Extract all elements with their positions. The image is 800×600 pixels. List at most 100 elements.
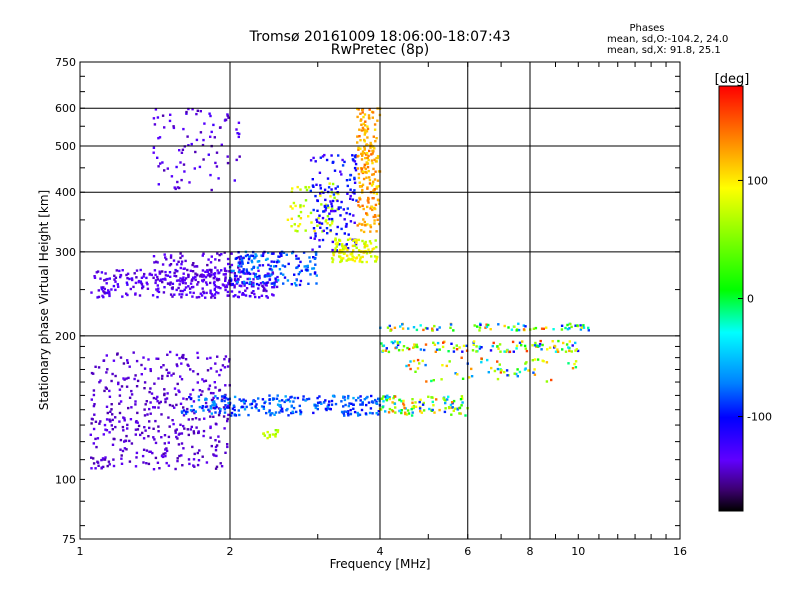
data-point	[421, 403, 425, 406]
data-point	[153, 269, 157, 272]
data-point	[520, 344, 523, 347]
data-point	[240, 399, 243, 403]
data-point	[569, 322, 572, 326]
data-point	[464, 414, 467, 417]
data-point	[164, 278, 167, 281]
data-point	[193, 167, 196, 170]
data-point	[191, 108, 194, 111]
data-point	[212, 415, 215, 418]
data-point	[540, 327, 544, 330]
data-point	[372, 167, 375, 171]
data-point	[337, 207, 340, 211]
data-point	[245, 268, 248, 271]
data-point	[338, 255, 341, 258]
data-point	[183, 427, 186, 430]
data-point	[496, 367, 500, 371]
data-point	[178, 390, 181, 394]
data-point	[235, 282, 239, 285]
data-point	[173, 293, 176, 296]
data-point	[532, 371, 535, 374]
data-point	[336, 241, 339, 244]
data-point	[346, 207, 349, 210]
data-point	[358, 413, 362, 416]
data-point	[216, 397, 219, 400]
data-point	[512, 350, 515, 353]
data-point	[253, 275, 257, 278]
data-point	[269, 264, 272, 268]
data-point	[115, 269, 118, 272]
data-point	[503, 350, 506, 353]
data-point	[405, 364, 408, 368]
data-point	[273, 283, 276, 287]
data-point	[243, 402, 246, 405]
data-point	[155, 260, 158, 263]
data-point	[214, 395, 217, 398]
data-point	[341, 164, 345, 167]
data-point	[441, 345, 445, 349]
data-point	[199, 131, 203, 134]
data-point	[204, 270, 207, 273]
data-point	[570, 325, 573, 329]
data-point	[221, 283, 225, 286]
data-point	[269, 414, 272, 417]
data-point	[365, 260, 368, 264]
data-point	[216, 269, 219, 272]
data-point	[197, 395, 201, 398]
data-point	[182, 424, 185, 428]
data-point	[250, 259, 253, 262]
data-point	[208, 384, 212, 387]
data-point	[341, 158, 344, 162]
data-point	[174, 429, 177, 432]
data-point	[373, 222, 376, 225]
data-point	[94, 420, 98, 423]
data-point	[518, 370, 522, 374]
data-point	[244, 289, 247, 292]
data-point	[356, 141, 359, 144]
data-point	[433, 324, 436, 328]
data-point	[456, 407, 459, 410]
data-point	[299, 204, 302, 207]
data-point	[219, 462, 222, 465]
data-point	[175, 428, 178, 431]
data-point	[388, 407, 392, 411]
data-point	[370, 153, 373, 156]
data-point	[228, 279, 231, 282]
data-point	[268, 410, 271, 414]
data-point	[120, 454, 123, 457]
data-point	[489, 328, 492, 331]
data-point	[542, 327, 545, 330]
data-point	[362, 207, 365, 211]
data-point	[168, 403, 172, 407]
data-point	[198, 449, 201, 452]
data-point	[347, 404, 350, 408]
data-point	[382, 395, 385, 398]
data-point	[140, 276, 144, 279]
data-point	[108, 463, 111, 466]
data-point	[307, 282, 310, 285]
data-point	[162, 291, 166, 294]
data-point	[360, 129, 364, 132]
data-point	[352, 396, 355, 400]
data-point	[351, 244, 355, 248]
data-point	[454, 372, 457, 375]
data-point	[238, 258, 242, 261]
data-point	[279, 409, 283, 412]
data-point	[182, 356, 185, 360]
data-point	[413, 343, 416, 346]
data-point	[324, 399, 327, 402]
data-point	[201, 406, 204, 410]
data-point	[361, 171, 365, 175]
data-point	[285, 399, 288, 402]
data-point	[342, 252, 346, 255]
data-point	[330, 154, 333, 157]
data-point	[363, 133, 366, 136]
data-point	[173, 271, 176, 275]
data-point	[157, 357, 160, 360]
data-point	[360, 123, 363, 126]
data-point	[568, 349, 571, 353]
data-point	[105, 418, 109, 421]
data-point	[214, 449, 218, 452]
data-point	[167, 435, 171, 439]
data-point	[182, 127, 185, 131]
data-point	[238, 132, 241, 136]
